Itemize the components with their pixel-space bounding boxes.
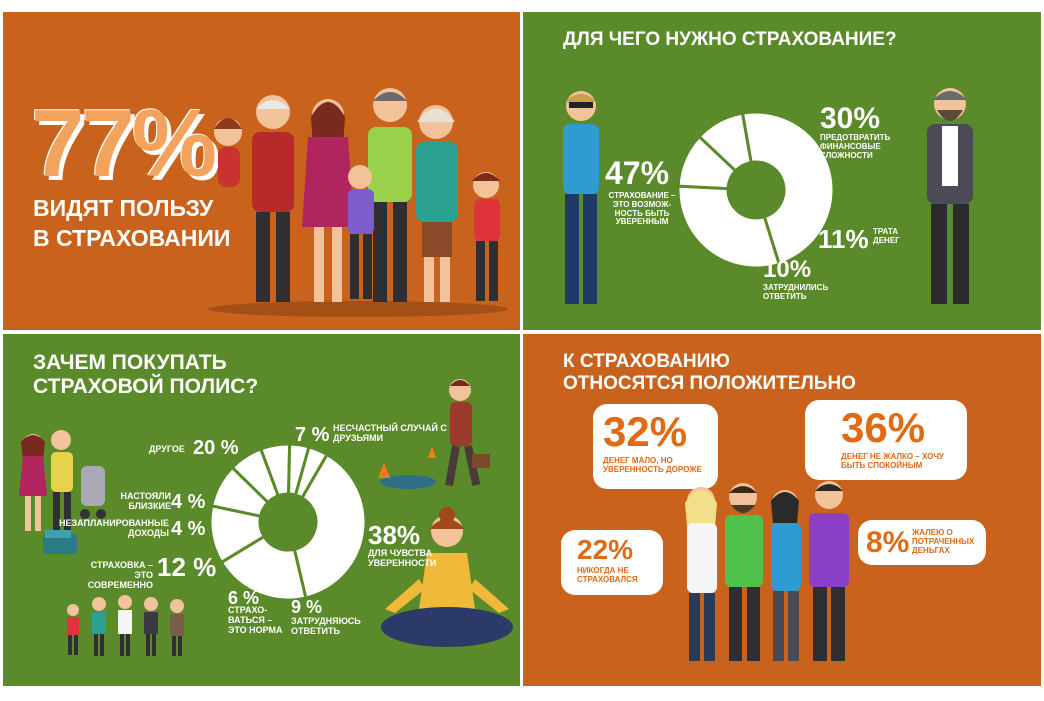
label-30: ПРЕДОТВРАТИТЬ ФИНАНСОВЫЕ СЛОЖНОСТИ	[820, 133, 891, 160]
bubble-32-pct: 32%	[603, 408, 688, 455]
bubble-36-pct: 36%	[841, 404, 926, 451]
label-accident: НЕСЧАСТНЫЙ СЛУЧАЙ С ДРУЗЬЯМИ	[333, 423, 447, 443]
big-number-77: 77%	[31, 90, 217, 197]
pct-accident: 7 %	[295, 424, 330, 446]
panel3-title-line2: СТРАХОВОЙ ПОЛИС?	[33, 375, 259, 398]
caption-line2: В СТРАХОВАНИИ	[33, 225, 231, 251]
label-47: СТРАХОВАНИЕ – ЭТО ВОЗМОЖ-НОСТЬ БЫТЬ УВЕР…	[608, 191, 676, 227]
donut-slice	[292, 452, 368, 600]
bubble-36: 36% ДЕНЕГ НЕ ЖАЛКО – ХОЧУ БЫТЬ СПОКОЙНЫМ	[805, 400, 967, 480]
label-unplanned-income: НЕЗАПЛАНИРОВАННЫЕ ДОХОДЫ	[58, 518, 169, 538]
pct-unplanned-income: 4 %	[171, 518, 206, 540]
panel4-title-line1: К СТРАХОВАНИЮ	[563, 351, 730, 372]
family-illustration	[208, 88, 508, 317]
panel4-title-line2: ОТНОСЯТСЯ ПОЛОЖИТЕЛЬНО	[563, 373, 856, 394]
couple-stroller-illustration	[19, 430, 106, 532]
man-left-illustration	[563, 91, 599, 304]
donut-slice	[676, 184, 782, 270]
bubble-36-label: ДЕНЕГ НЕ ЖАЛКО – ХОЧУ БЫТЬ СПОКОЙНЫМ	[841, 452, 944, 471]
pct-modern: 12 %	[157, 552, 217, 582]
caption-line1: ВИДЯТ ПОЛЬЗУ	[33, 195, 214, 221]
label-norm: СТРАХО-ВАТЬСЯ – ЭТО НОРМА	[228, 605, 283, 635]
bubble-8-pct: 8%	[866, 526, 910, 559]
bubble-22-pct: 22%	[577, 534, 634, 565]
panel-why-buy-policy: ЗАЧЕМ ПОКУПАТЬ СТРАХОВОЙ ПОЛИС? ДРУГОЕ 2…	[3, 334, 520, 686]
label-hard-to-answer: ЗАТРУДНЯЮСЬ ОТВЕТИТЬ	[291, 616, 361, 636]
pct-47: 47%	[605, 155, 670, 191]
label-other: ДРУГОЕ	[149, 444, 185, 454]
pct-confidence: 38%	[368, 520, 421, 550]
man-right-illustration	[927, 88, 973, 304]
donut-slice	[697, 111, 753, 173]
pct-hard-to-answer: 9 %	[291, 597, 323, 617]
pct-11: 11%	[818, 224, 869, 254]
label-11: ТРАТА ДЕНЕГ	[873, 227, 900, 245]
label-confidence: ДЛЯ ЧУВСТВА УВЕРЕННОСТИ	[368, 548, 437, 568]
bubble-8-label: ЖАЛЕЮ О ПОТРАЧЕННЫХ ДЕНЬГАХ	[912, 528, 975, 556]
label-modern: СТРАХОВКА – ЭТО СОВРЕМЕННО	[87, 560, 153, 590]
label-10: ЗАТРУДНИЛИСЬ ОТВЕТИТЬ	[763, 283, 829, 301]
donut-slice	[293, 445, 330, 500]
pct-30: 30%	[820, 102, 881, 135]
bubble-22: 22% НИКОГДА НЕ СТРАХОВАЛСЯ	[561, 530, 663, 595]
donut-slice	[219, 534, 308, 602]
meditating-woman-illustration	[381, 507, 513, 647]
donut-chart-2	[208, 442, 368, 602]
people-row-illustration	[67, 595, 184, 656]
four-people-illustration	[685, 481, 849, 661]
panel-positive-attitude: К СТРАХОВАНИЮ ОТНОСЯТСЯ ПОЛОЖИТЕЛЬНО 32%…	[523, 334, 1041, 686]
wallet-icon	[43, 530, 77, 554]
businessman-manhole-illustration	[378, 379, 490, 489]
pct-10: 10%	[763, 256, 812, 283]
pct-norm: 6 %	[228, 588, 260, 608]
donut-slice	[740, 110, 836, 267]
panel3-title-line1: ЗАЧЕМ ПОКУПАТЬ	[33, 351, 227, 374]
label-relatives: НАСТОЯЛИ БЛИЗКИЕ	[120, 491, 171, 511]
panel-why-insurance: ДЛЯ ЧЕГО НУЖНО СТРАХОВАНИЕ? 47% СТРАХОВА…	[523, 12, 1041, 330]
bubble-22-label: НИКОГДА НЕ СТРАХОВАЛСЯ	[577, 566, 638, 585]
bubble-8: 8% ЖАЛЕЮ О ПОТРАЧЕННЫХ ДЕНЬГАХ	[858, 520, 986, 565]
bubble-32: 32% ДЕНЕГ МАЛО, НО УВЕРЕННОСТЬ ДОРОЖЕ	[593, 404, 718, 489]
bubble-32-label: ДЕНЕГ МАЛО, НО УВЕРЕННОСТЬ ДОРОЖЕ	[603, 456, 702, 475]
panel2-title: ДЛЯ ЧЕГО НУЖНО СТРАХОВАНИЕ?	[563, 29, 897, 50]
panel-family: 77% ВИДЯТ ПОЛЬЗУ В СТРАХОВАНИИ	[3, 12, 520, 330]
pct-relatives: 4 %	[171, 491, 206, 513]
pct-other: 20 %	[193, 437, 239, 459]
donut-chart-1	[676, 110, 836, 270]
